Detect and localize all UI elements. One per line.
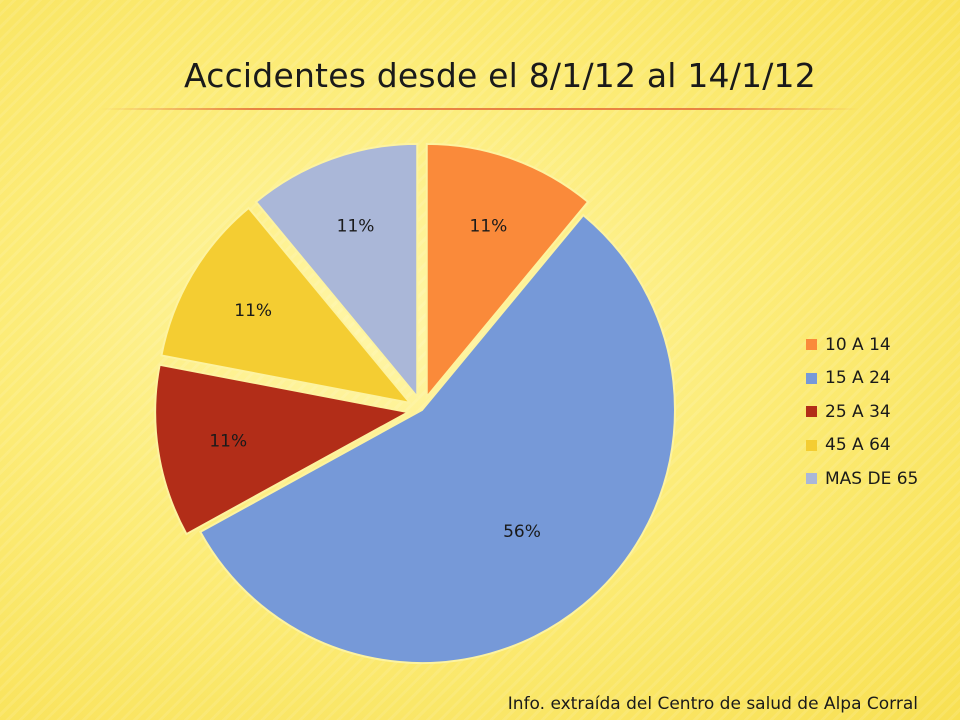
data-label-10-a-14: 11% — [470, 216, 508, 236]
title-underline — [100, 108, 860, 110]
legend-item-15-24: 15 A 24 — [806, 362, 918, 396]
legend-swatch — [806, 406, 817, 418]
pie-slice-25-a-34 — [154, 363, 412, 536]
legend-swatch — [806, 339, 817, 351]
legend-swatch — [806, 372, 817, 384]
data-label-15-a-24: 56% — [503, 522, 541, 542]
legend-label: 10 A 14 — [825, 334, 891, 355]
pie-slice-45-a-64 — [160, 206, 413, 405]
data-label-25-a-34: 11% — [209, 432, 247, 452]
legend-item-mas-de-65: MAS DE 65 — [806, 462, 918, 496]
chart-title: Accidentes desde el 8/1/12 al 14/1/12 — [184, 56, 816, 95]
pie-slice-10-a-14 — [425, 142, 590, 400]
data-label-45-a-64: 11% — [234, 301, 272, 321]
data-label-mas-de-65: 11% — [337, 216, 375, 236]
source-note: Info. extraída del Centro de salud de Al… — [507, 694, 918, 714]
legend-label: MAS DE 65 — [825, 468, 919, 489]
legend-label: 25 A 34 — [825, 401, 891, 422]
legend-item-25-34: 25 A 34 — [806, 395, 918, 429]
legend-item-45-64: 45 A 64 — [806, 429, 918, 463]
legend-swatch — [806, 439, 817, 451]
legend-label: 45 A 64 — [825, 435, 891, 456]
pie-slice-15-a-24 — [198, 213, 676, 664]
pie-slice-mas-de-65 — [254, 142, 419, 400]
legend-label: 15 A 24 — [825, 368, 891, 389]
legend-item-10-14: 10 A 14 — [806, 328, 918, 362]
chart-legend: 10 A 14 15 A 24 25 A 34 45 A 64 MAS DE 6… — [806, 328, 918, 496]
legend-swatch — [806, 473, 817, 485]
